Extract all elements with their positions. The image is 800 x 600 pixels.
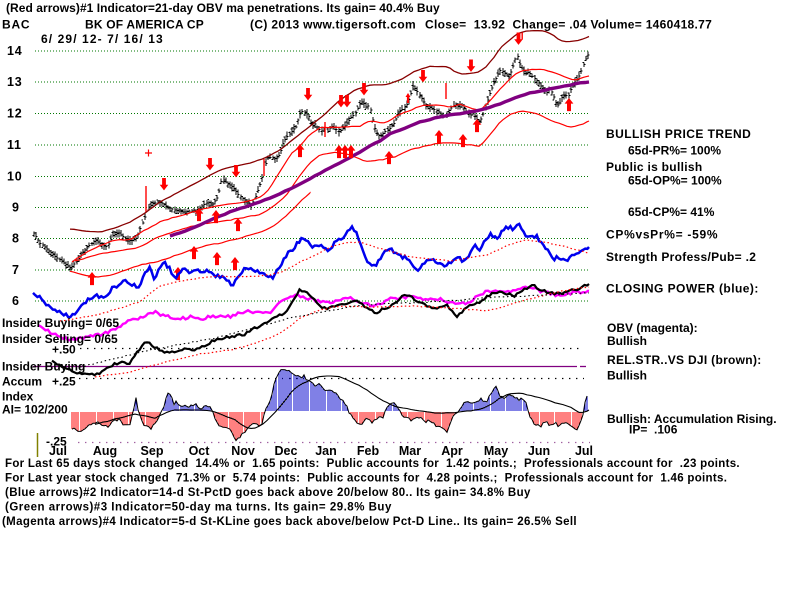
svg-text:Insider Buying: Insider Buying [2,360,85,374]
svg-text:Close= 13.92 Change= .04 Vol: Close= 13.92 Change= .04 Volume= 1460418… [425,18,712,32]
svg-text:-.25: -.25 [46,435,67,449]
svg-text:Sep: Sep [141,444,164,458]
svg-text:14: 14 [7,44,23,58]
svg-text:Jul: Jul [575,444,593,458]
svg-text:Aug: Aug [93,444,117,458]
svg-text:Insider Buying= 0/65: Insider Buying= 0/65 [2,316,119,330]
svg-text:9: 9 [12,201,20,215]
svg-text:AI= 102/200: AI= 102/200 [2,403,68,417]
svg-text:Jul: Jul [49,444,67,458]
svg-text:65d-OP%= 100%: 65d-OP%= 100% [628,174,722,188]
svg-text:11: 11 [7,138,22,152]
svg-text:CP%vsPr%= -59%: CP%vsPr%= -59% [606,228,718,242]
svg-text:Feb: Feb [357,444,380,458]
svg-text:BK OF AMERICA CP: BK OF AMERICA CP [85,18,204,32]
svg-text:6: 6 [12,294,20,308]
svg-text:65d-CP%= 41%: 65d-CP%= 41% [628,205,715,219]
svg-text:BAC: BAC [2,18,30,32]
svg-text:+.25: +.25 [52,375,76,389]
svg-text:BULLISH PRICE TREND: BULLISH PRICE TREND [606,127,751,141]
svg-text:(Blue arrows)#2 Indicator=14-d: (Blue arrows)#2 Indicator=14-d St-PctD g… [5,487,531,499]
svg-text:REL.STR..VS DJI (brown):: REL.STR..VS DJI (brown): [607,353,762,367]
svg-text:Jun: Jun [528,444,550,458]
svg-text:IP= .106: IP= .106 [629,423,678,437]
svg-text:Dec: Dec [275,444,298,458]
svg-text:Nov: Nov [231,444,255,458]
svg-text:8: 8 [12,232,20,246]
svg-text:Public is bullish: Public is bullish [606,160,702,174]
svg-text:Bullish: Accumulation Rising.: Bullish: Accumulation Rising. [607,412,777,426]
svg-text:Index: Index [2,390,34,404]
svg-text:Strength Profess/Pub= .2: Strength Profess/Pub= .2 [606,250,756,264]
svg-text:65d-PR%= 100%: 65d-PR%= 100% [628,144,721,158]
svg-text:Accum: Accum [2,375,42,389]
svg-text:(Magenta arrows)#4 Indicator=5: (Magenta arrows)#4 Indicator=5-d St-KLin… [2,516,577,528]
svg-text:Insider Selling= 0/65: Insider Selling= 0/65 [2,332,118,346]
svg-text:7: 7 [12,263,20,277]
svg-text:Mar: Mar [399,444,421,458]
svg-text:6/ 29/ 12- 7/ 16/ 13: 6/ 29/ 12- 7/ 16/ 13 [41,32,164,46]
svg-text:For Last year stock changed 7: For Last year stock changed 71.3% or 5.7… [5,473,727,485]
svg-text:Oct: Oct [189,444,211,458]
svg-text:May: May [484,444,508,458]
svg-text:Bullish: Bullish [607,334,647,348]
svg-text:(Red arrows)#1 Indicator=21-da: (Red arrows)#1 Indicator=21-day OBV ma p… [6,1,440,15]
svg-text:(Green arrows)#3 Indicator=50-: (Green arrows)#3 Indicator=50-day ma tur… [5,502,392,514]
svg-text:12: 12 [7,107,23,121]
svg-text:For Last 65 days stock changed: For Last 65 days stock changed 14.4% or … [5,458,740,470]
svg-text:Bullish: Bullish [607,369,647,383]
svg-text:Jan: Jan [315,444,337,458]
svg-text:CLOSING POWER (blue):: CLOSING POWER (blue): [606,282,759,296]
svg-text:+.50: +.50 [52,343,76,357]
svg-text:(C) 2013 www.tigersoft.com: (C) 2013 www.tigersoft.com [250,18,416,32]
svg-text:OBV (magenta):: OBV (magenta): [607,321,698,335]
svg-text:10: 10 [7,170,23,184]
svg-text:13: 13 [7,75,23,89]
svg-text:Apr: Apr [441,444,463,458]
